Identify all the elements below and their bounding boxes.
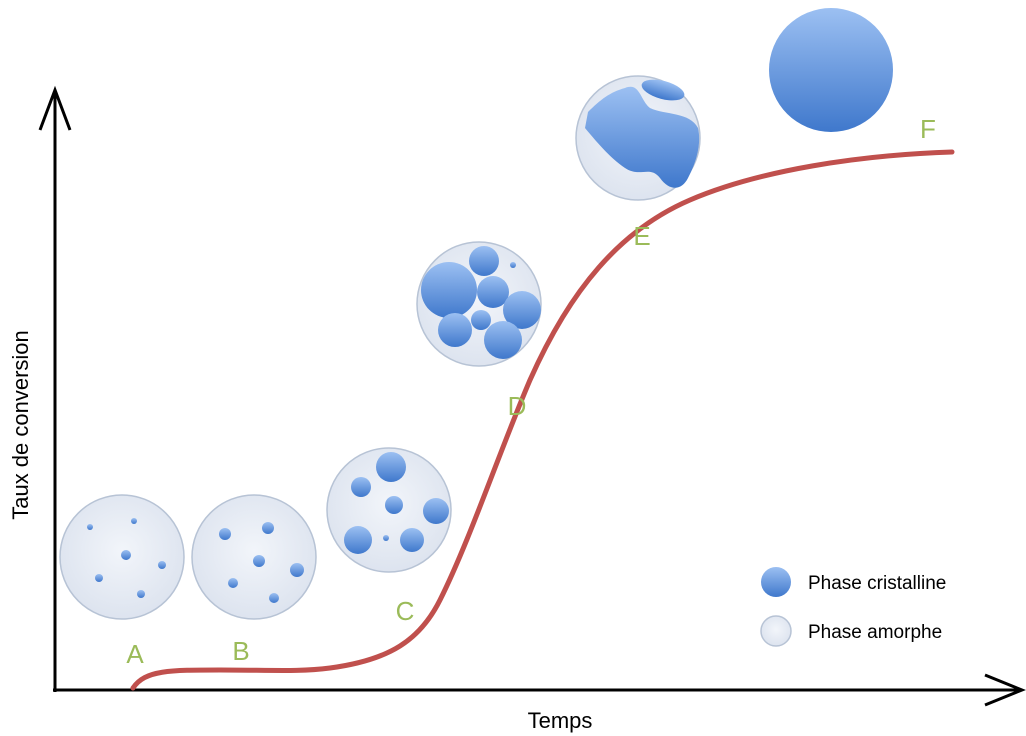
stage-label: C (396, 596, 415, 626)
legend-text: Phase cristalline (808, 573, 946, 594)
legend-swatch (761, 567, 791, 597)
stage-label: B (232, 636, 249, 666)
stage-c-sphere (326, 447, 452, 573)
stage-label: E (633, 221, 650, 251)
legend: Phase cristalline Phase amorphe (760, 567, 946, 647)
stage-label: D (508, 391, 527, 421)
legend-text: Phase amorphe (808, 622, 942, 643)
x-axis-label: Temps (528, 708, 593, 733)
stage-label: F (920, 114, 936, 144)
y-axis-label: Taux de conversion (8, 330, 33, 520)
axes (38, 85, 1026, 707)
stage-f-sphere (769, 8, 893, 132)
stage-b-sphere (191, 494, 317, 620)
legend-swatch (760, 615, 792, 647)
stage-a-sphere (59, 494, 185, 620)
stage-e-sphere (575, 75, 701, 201)
conversion-curve (130, 149, 955, 691)
stage-d-sphere (416, 241, 542, 367)
stage-label: A (126, 639, 144, 669)
